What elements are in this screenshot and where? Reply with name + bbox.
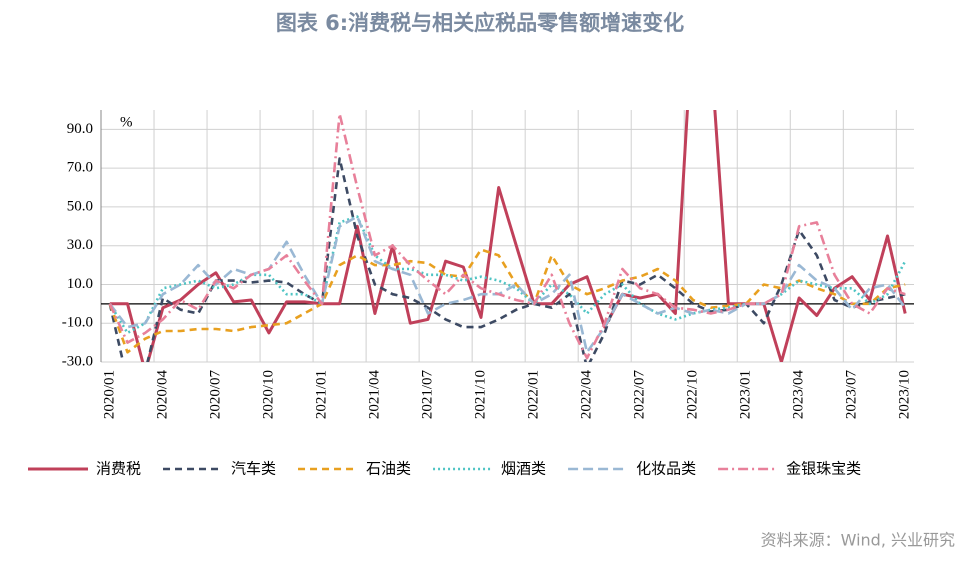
x-tick-label: 2023/10: [897, 370, 913, 419]
x-tick-label: 2021/04: [366, 370, 382, 420]
legend-label: 化妆品类: [636, 460, 696, 478]
x-tick-label: 2020/01: [101, 370, 117, 419]
series-line: [109, 110, 907, 362]
plot-lines: [108, 110, 907, 362]
x-tick-label: 2022/07: [631, 370, 647, 420]
y-tick-label: 10.0: [67, 276, 93, 292]
legend-label: 消费税: [96, 460, 141, 478]
x-tick-label: 2021/07: [419, 370, 435, 420]
legend-label: 石油类: [366, 460, 411, 478]
x-tick-label: 2023/07: [844, 370, 860, 420]
legend-label: 汽车类: [231, 460, 276, 478]
source-note: 资料来源：Wind, 兴业研究: [761, 531, 955, 550]
x-tick-label: 2022/01: [525, 370, 541, 419]
x-tick-label: 2021/01: [313, 370, 329, 419]
y-tick-label: 90.0: [67, 121, 93, 137]
series-line: [108, 112, 906, 360]
x-tick-label: 2023/01: [738, 370, 754, 419]
x-tick-label: 2020/07: [207, 370, 223, 420]
y-tick-label: -30.0: [62, 353, 93, 369]
y-tick-label: 70.0: [67, 160, 93, 176]
x-tick-label: 2022/10: [685, 370, 701, 419]
x-tick-label: 2021/10: [472, 370, 488, 419]
x-tick-label: 2020/10: [260, 370, 276, 419]
y-tick-label: 50.0: [67, 198, 93, 214]
series-line: [108, 215, 907, 335]
legend-label: 烟酒类: [501, 460, 546, 478]
chart-title: 图表 6:消费税与相关应税品零售额增速变化: [276, 11, 684, 35]
y-tick-label: -10.0: [62, 315, 93, 331]
unit-label: %: [120, 114, 133, 130]
x-tick-label: 2023/04: [791, 370, 807, 420]
series-line: [108, 248, 906, 354]
legend-label: 金银珠宝类: [786, 460, 861, 478]
x-tick-label: 2022/04: [578, 370, 594, 420]
y-tick-label: 30.0: [67, 237, 93, 253]
x-tick-label: 2020/04: [154, 370, 170, 420]
